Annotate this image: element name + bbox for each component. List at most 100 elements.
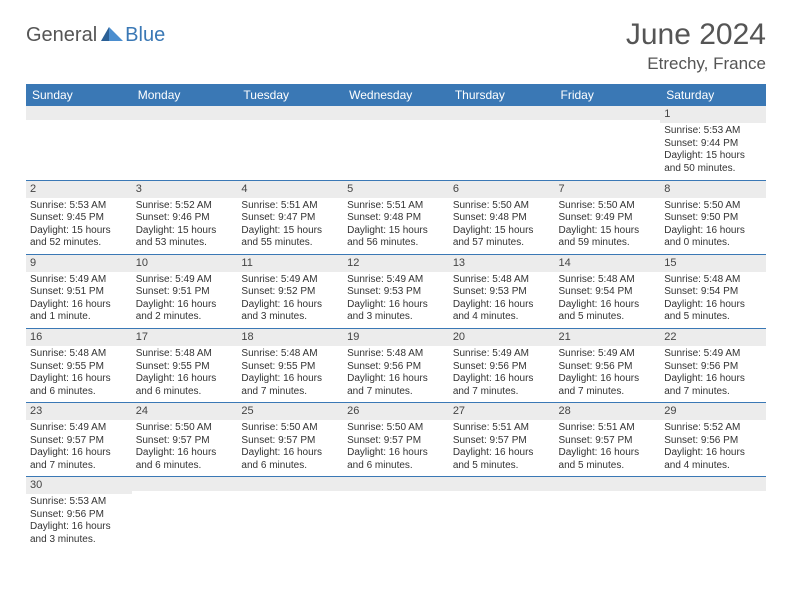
day-number [555, 477, 661, 491]
day-number [555, 106, 661, 120]
calendar-day-cell: 30Sunrise: 5:53 AMSunset: 9:56 PMDayligh… [26, 477, 132, 551]
day-number: 16 [26, 329, 132, 346]
sunrise-text: Sunrise: 5:53 AM [30, 496, 128, 509]
daylight-text: Daylight: 16 hours and 4 minutes. [664, 447, 762, 472]
daylight-text: Daylight: 16 hours and 2 minutes. [136, 299, 234, 324]
sunrise-text: Sunrise: 5:49 AM [347, 274, 445, 287]
calendar-day-cell: 13Sunrise: 5:48 AMSunset: 9:53 PMDayligh… [449, 254, 555, 328]
sunrise-text: Sunrise: 5:50 AM [453, 200, 551, 213]
day-number: 22 [660, 329, 766, 346]
sunset-text: Sunset: 9:48 PM [453, 212, 551, 225]
sunrise-text: Sunrise: 5:51 AM [453, 422, 551, 435]
day-number: 27 [449, 403, 555, 420]
calendar-day-cell: 1Sunrise: 5:53 AMSunset: 9:44 PMDaylight… [660, 106, 766, 180]
day-details [237, 491, 343, 497]
calendar-day-cell: 28Sunrise: 5:51 AMSunset: 9:57 PMDayligh… [555, 403, 661, 477]
calendar-day-cell [660, 477, 766, 551]
day-number: 30 [26, 477, 132, 494]
sunset-text: Sunset: 9:51 PM [30, 286, 128, 299]
daylight-text: Daylight: 16 hours and 6 minutes. [136, 447, 234, 472]
daylight-text: Daylight: 16 hours and 0 minutes. [664, 225, 762, 250]
calendar-day-cell: 17Sunrise: 5:48 AMSunset: 9:55 PMDayligh… [132, 328, 238, 402]
calendar-week-row: 30Sunrise: 5:53 AMSunset: 9:56 PMDayligh… [26, 477, 766, 551]
sunset-text: Sunset: 9:52 PM [241, 286, 339, 299]
top-bar: General Blue June 2024 Etrechy, France [26, 18, 766, 74]
day-details: Sunrise: 5:49 AMSunset: 9:57 PMDaylight:… [26, 420, 132, 476]
day-details: Sunrise: 5:51 AMSunset: 9:48 PMDaylight:… [343, 198, 449, 254]
sunrise-text: Sunrise: 5:49 AM [453, 348, 551, 361]
sunset-text: Sunset: 9:56 PM [664, 435, 762, 448]
weekday-header: Tuesday [237, 84, 343, 106]
daylight-text: Daylight: 16 hours and 6 minutes. [347, 447, 445, 472]
sunset-text: Sunset: 9:44 PM [664, 138, 762, 151]
weekday-header: Saturday [660, 84, 766, 106]
calendar-day-cell [237, 477, 343, 551]
day-details [26, 120, 132, 126]
calendar-week-row: 1Sunrise: 5:53 AMSunset: 9:44 PMDaylight… [26, 106, 766, 180]
calendar-day-cell: 19Sunrise: 5:48 AMSunset: 9:56 PMDayligh… [343, 328, 449, 402]
sunset-text: Sunset: 9:56 PM [664, 361, 762, 374]
day-number: 12 [343, 255, 449, 272]
weekday-header: Monday [132, 84, 238, 106]
logo: General Blue [26, 24, 165, 47]
sunrise-text: Sunrise: 5:49 AM [30, 422, 128, 435]
day-details: Sunrise: 5:49 AMSunset: 9:56 PMDaylight:… [660, 346, 766, 402]
sunset-text: Sunset: 9:57 PM [241, 435, 339, 448]
calendar-week-row: 9Sunrise: 5:49 AMSunset: 9:51 PMDaylight… [26, 254, 766, 328]
sunset-text: Sunset: 9:57 PM [453, 435, 551, 448]
sunset-text: Sunset: 9:47 PM [241, 212, 339, 225]
day-number: 23 [26, 403, 132, 420]
day-number: 8 [660, 181, 766, 198]
day-details: Sunrise: 5:50 AMSunset: 9:57 PMDaylight:… [343, 420, 449, 476]
sunset-text: Sunset: 9:57 PM [347, 435, 445, 448]
day-details: Sunrise: 5:48 AMSunset: 9:55 PMDaylight:… [132, 346, 238, 402]
daylight-text: Daylight: 16 hours and 3 minutes. [241, 299, 339, 324]
sunrise-text: Sunrise: 5:49 AM [241, 274, 339, 287]
sunrise-text: Sunrise: 5:52 AM [136, 200, 234, 213]
calendar-day-cell: 3Sunrise: 5:52 AMSunset: 9:46 PMDaylight… [132, 180, 238, 254]
calendar-day-cell [555, 477, 661, 551]
calendar-day-cell [343, 477, 449, 551]
calendar-day-cell [132, 477, 238, 551]
day-details [449, 491, 555, 497]
day-details: Sunrise: 5:48 AMSunset: 9:55 PMDaylight:… [26, 346, 132, 402]
day-number: 26 [343, 403, 449, 420]
sunrise-text: Sunrise: 5:51 AM [347, 200, 445, 213]
day-number: 28 [555, 403, 661, 420]
day-details [660, 491, 766, 497]
daylight-text: Daylight: 16 hours and 5 minutes. [559, 299, 657, 324]
day-details [237, 120, 343, 126]
sunrise-text: Sunrise: 5:50 AM [136, 422, 234, 435]
day-number [343, 477, 449, 491]
sunrise-text: Sunrise: 5:48 AM [664, 274, 762, 287]
daylight-text: Daylight: 16 hours and 4 minutes. [453, 299, 551, 324]
day-details: Sunrise: 5:51 AMSunset: 9:57 PMDaylight:… [449, 420, 555, 476]
calendar-day-cell: 26Sunrise: 5:50 AMSunset: 9:57 PMDayligh… [343, 403, 449, 477]
daylight-text: Daylight: 15 hours and 50 minutes. [664, 150, 762, 175]
daylight-text: Daylight: 16 hours and 7 minutes. [664, 373, 762, 398]
sunrise-text: Sunrise: 5:48 AM [347, 348, 445, 361]
sunset-text: Sunset: 9:53 PM [347, 286, 445, 299]
day-number: 25 [237, 403, 343, 420]
sunset-text: Sunset: 9:56 PM [347, 361, 445, 374]
calendar-week-row: 2Sunrise: 5:53 AMSunset: 9:45 PMDaylight… [26, 180, 766, 254]
logo-mark-icon [101, 25, 123, 46]
day-details [343, 491, 449, 497]
sunset-text: Sunset: 9:49 PM [559, 212, 657, 225]
sunrise-text: Sunrise: 5:48 AM [453, 274, 551, 287]
calendar-day-cell: 16Sunrise: 5:48 AMSunset: 9:55 PMDayligh… [26, 328, 132, 402]
calendar-day-cell: 23Sunrise: 5:49 AMSunset: 9:57 PMDayligh… [26, 403, 132, 477]
daylight-text: Daylight: 15 hours and 57 minutes. [453, 225, 551, 250]
sunrise-text: Sunrise: 5:49 AM [136, 274, 234, 287]
day-details: Sunrise: 5:49 AMSunset: 9:52 PMDaylight:… [237, 272, 343, 328]
calendar-day-cell: 5Sunrise: 5:51 AMSunset: 9:48 PMDaylight… [343, 180, 449, 254]
header-right: June 2024 Etrechy, France [626, 18, 766, 74]
daylight-text: Daylight: 15 hours and 52 minutes. [30, 225, 128, 250]
day-number: 4 [237, 181, 343, 198]
sunrise-text: Sunrise: 5:53 AM [30, 200, 128, 213]
calendar-day-cell: 14Sunrise: 5:48 AMSunset: 9:54 PMDayligh… [555, 254, 661, 328]
weekday-header: Wednesday [343, 84, 449, 106]
day-details: Sunrise: 5:48 AMSunset: 9:55 PMDaylight:… [237, 346, 343, 402]
sunrise-text: Sunrise: 5:52 AM [664, 422, 762, 435]
day-number: 7 [555, 181, 661, 198]
